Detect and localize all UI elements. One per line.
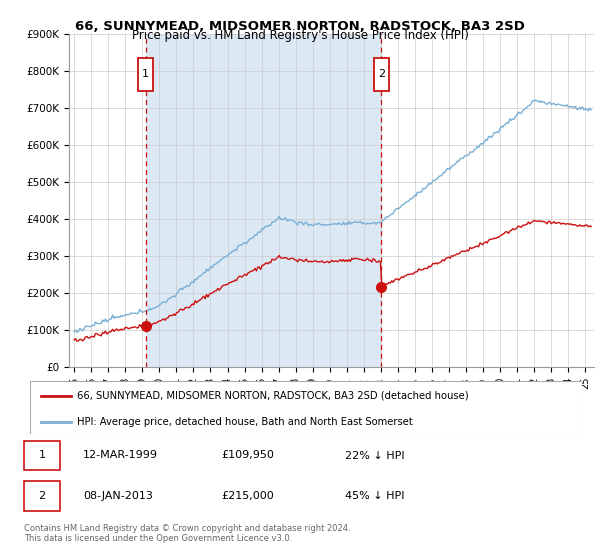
- FancyBboxPatch shape: [23, 482, 60, 511]
- Text: 66, SUNNYMEAD, MIDSOMER NORTON, RADSTOCK, BA3 2SD: 66, SUNNYMEAD, MIDSOMER NORTON, RADSTOCK…: [75, 20, 525, 32]
- Text: Price paid vs. HM Land Registry's House Price Index (HPI): Price paid vs. HM Land Registry's House …: [131, 29, 469, 42]
- Text: 12-MAR-1999: 12-MAR-1999: [83, 450, 158, 460]
- Bar: [146, 34, 381, 367]
- FancyBboxPatch shape: [138, 58, 153, 91]
- Text: 2: 2: [38, 491, 46, 501]
- Text: 22% ↓ HPI: 22% ↓ HPI: [345, 450, 405, 460]
- Text: 1: 1: [142, 69, 149, 80]
- Text: 1: 1: [38, 450, 46, 460]
- Text: Contains HM Land Registry data © Crown copyright and database right 2024.
This d: Contains HM Land Registry data © Crown c…: [24, 524, 350, 543]
- Text: 2: 2: [378, 69, 385, 80]
- Text: £109,950: £109,950: [221, 450, 274, 460]
- Text: 45% ↓ HPI: 45% ↓ HPI: [345, 491, 404, 501]
- FancyBboxPatch shape: [374, 58, 389, 91]
- Text: HPI: Average price, detached house, Bath and North East Somerset: HPI: Average price, detached house, Bath…: [77, 417, 413, 427]
- Text: 66, SUNNYMEAD, MIDSOMER NORTON, RADSTOCK, BA3 2SD (detached house): 66, SUNNYMEAD, MIDSOMER NORTON, RADSTOCK…: [77, 391, 469, 401]
- FancyBboxPatch shape: [23, 441, 60, 470]
- Text: 08-JAN-2013: 08-JAN-2013: [83, 491, 153, 501]
- FancyBboxPatch shape: [30, 381, 582, 434]
- Text: £215,000: £215,000: [221, 491, 274, 501]
